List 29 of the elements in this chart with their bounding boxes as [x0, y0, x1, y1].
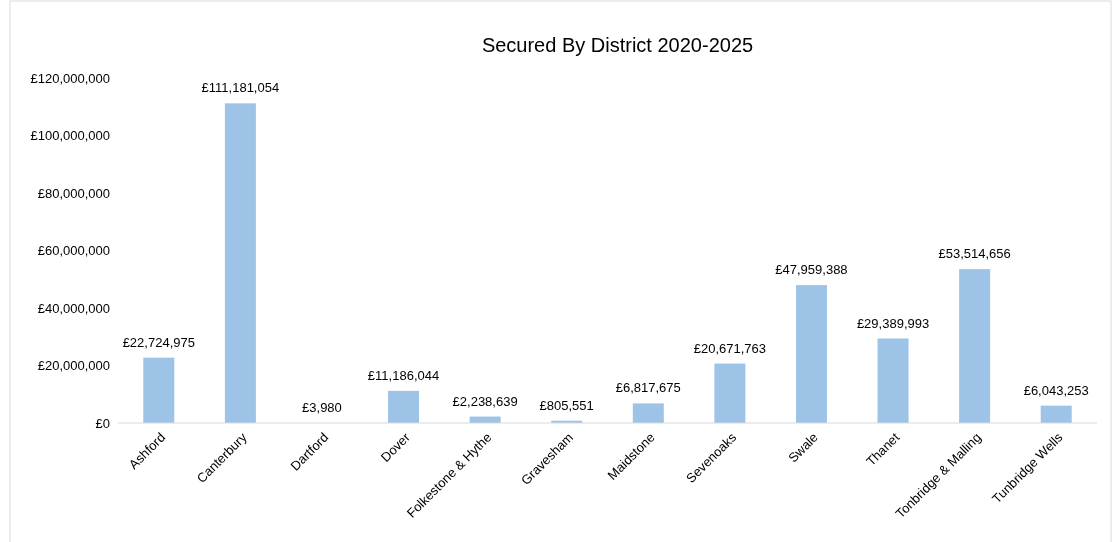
data-label: £111,181,054 — [201, 80, 280, 96]
data-label: £20,671,763 — [693, 340, 767, 356]
bar — [1040, 405, 1072, 423]
data-label: £11,186,044 — [367, 367, 440, 383]
data-label: £47,959,388 — [775, 262, 848, 278]
bar — [388, 390, 420, 423]
y-tick-label: £60,000,000 — [37, 243, 110, 259]
data-label: £3,980 — [302, 399, 342, 415]
y-tick-label: £40,000,000 — [37, 300, 110, 316]
data-label: £53,514,656 — [938, 246, 1011, 262]
data-label: £6,817,675 — [615, 380, 681, 396]
bar — [714, 363, 746, 423]
y-tick-label: £80,000,000 — [37, 185, 110, 201]
bar — [632, 403, 664, 423]
y-tick-label: £100,000,000 — [30, 128, 110, 144]
data-label: £805,551 — [539, 397, 594, 413]
data-label: £6,043,253 — [1023, 382, 1089, 398]
bar — [143, 357, 175, 423]
bar — [877, 338, 909, 423]
y-tick-label: £120,000,000 — [30, 70, 110, 86]
data-label: £22,724,975 — [122, 334, 195, 350]
data-label: £29,389,993 — [856, 315, 930, 331]
chart-title: Secured By District 2020-2025 — [481, 34, 754, 56]
bar — [224, 103, 256, 423]
bar — [795, 285, 827, 423]
y-tick-label: £0 — [95, 415, 110, 431]
data-label: £2,238,639 — [452, 393, 518, 409]
bar — [959, 269, 991, 423]
y-tick-label: £20,000,000 — [37, 358, 110, 374]
